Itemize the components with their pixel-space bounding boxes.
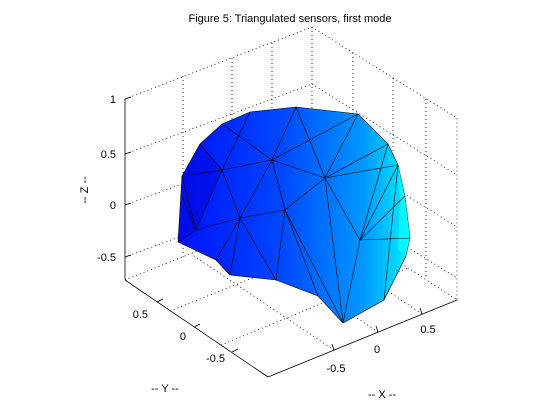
chart-title: Figure 5: Triangulated sensors, first mo…	[189, 13, 392, 25]
x-tick-label: 0.5	[420, 324, 435, 336]
x-tick-labels: -0.5 0 0.5	[327, 324, 436, 375]
y-tick-label: -0.5	[206, 353, 225, 365]
z-tick-label: -0.5	[97, 252, 116, 264]
x-axis-label: -- X --	[368, 389, 396, 401]
y-axis-label: -- Y --	[151, 383, 179, 395]
surface-rim	[398, 165, 410, 256]
z-tick-label: 1	[110, 94, 116, 106]
sensor-surface	[177, 106, 411, 324]
x-tick-label: 0	[374, 344, 380, 356]
surface-fill	[177, 106, 411, 324]
z-tick-labels: 1 0.5 0 -0.5	[97, 94, 116, 264]
ticks	[124, 96, 423, 353]
x-tick-label: -0.5	[327, 363, 346, 375]
y-axis-line	[124, 279, 269, 378]
triangulation-mesh	[177, 106, 411, 324]
z-tick-label: 0	[110, 200, 116, 212]
x-axis-line	[267, 299, 458, 378]
surface-shadow	[178, 144, 222, 242]
z-axis-label: -- Z --	[79, 176, 91, 204]
z-tick-label: 0.5	[101, 149, 116, 161]
y-tick-label: 0.5	[133, 309, 148, 321]
y-tick-labels: 0.5 0 -0.5	[133, 309, 225, 365]
y-tick-label: 0	[180, 331, 186, 343]
